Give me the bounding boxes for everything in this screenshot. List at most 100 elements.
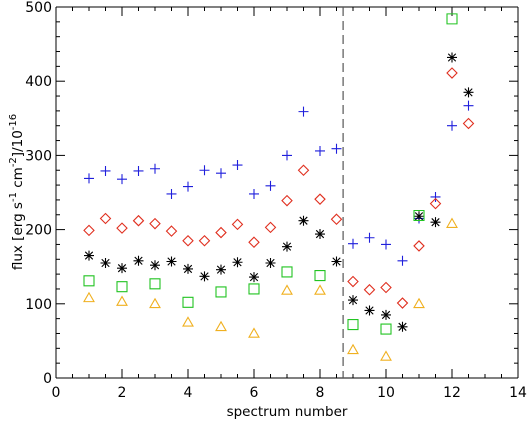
data-point-plus bbox=[249, 188, 259, 199]
data-point-square bbox=[149, 278, 161, 290]
axis-ticks bbox=[55, 6, 519, 379]
data-point-asterisk bbox=[100, 257, 111, 268]
data-point-plus bbox=[348, 238, 358, 249]
data-point-asterisk bbox=[463, 87, 474, 98]
data-point-triangle bbox=[116, 295, 128, 306]
data-point-square bbox=[116, 281, 128, 293]
data-point-asterisk bbox=[117, 263, 127, 274]
data-point-plus bbox=[298, 106, 309, 117]
data-point-plus bbox=[463, 100, 474, 111]
x-tick-label: 14 bbox=[509, 385, 527, 401]
data-point-asterisk bbox=[414, 211, 424, 222]
data-point-triangle bbox=[347, 343, 359, 355]
data-point-asterisk bbox=[348, 295, 358, 306]
data-point-diamond bbox=[347, 275, 359, 288]
data-point-diamond bbox=[446, 67, 458, 79]
data-point-asterisk bbox=[447, 52, 457, 63]
data-point-asterisk bbox=[232, 257, 243, 268]
data-point-asterisk bbox=[249, 272, 259, 283]
data-point-diamond bbox=[314, 193, 326, 205]
data-point-square bbox=[380, 323, 392, 335]
data-point-diamond bbox=[149, 217, 161, 230]
data-point-square bbox=[83, 275, 95, 287]
data-point-plus bbox=[397, 255, 408, 266]
data-point-diamond bbox=[297, 164, 310, 177]
data-point-plus bbox=[430, 191, 441, 202]
plot-frame bbox=[55, 6, 519, 379]
data-point-triangle bbox=[413, 297, 425, 309]
data-point-square bbox=[347, 319, 359, 331]
data-point-triangle bbox=[215, 320, 227, 332]
data-point-plus bbox=[282, 150, 292, 161]
data-point-plus bbox=[216, 168, 226, 179]
data-point-diamond bbox=[281, 194, 293, 207]
data-point-diamond bbox=[330, 213, 343, 225]
data-point-asterisk bbox=[183, 263, 193, 274]
data-point-asterisk bbox=[199, 271, 210, 282]
data-point-square bbox=[413, 209, 425, 222]
data-point-square bbox=[446, 13, 458, 25]
y-tick-label: 100 bbox=[25, 297, 52, 313]
data-point-triangle bbox=[314, 284, 326, 295]
data-point-triangle bbox=[182, 316, 194, 327]
data-point-diamond bbox=[462, 117, 475, 130]
data-point-diamond bbox=[132, 214, 145, 227]
data-point-plus bbox=[331, 143, 342, 154]
data-point-plus bbox=[381, 239, 391, 250]
x-tick-label: 12 bbox=[443, 385, 461, 401]
axis-tick-labels: 0 2 4 6 8 10 12 14 0 100 200 300 400 500 bbox=[25, 0, 527, 401]
data-point-triangle bbox=[281, 284, 293, 295]
data-point-diamond bbox=[231, 218, 244, 231]
data-point-diamond bbox=[363, 283, 376, 296]
data-point-plus bbox=[166, 188, 177, 199]
data-point-diamond bbox=[83, 224, 95, 237]
y-tick-label: 400 bbox=[25, 74, 52, 90]
y-tick-label: 300 bbox=[25, 148, 52, 164]
data-point-asterisk bbox=[282, 241, 292, 252]
data-point-plus bbox=[150, 163, 160, 174]
data-point-diamond bbox=[429, 197, 442, 210]
x-tick-label: 2 bbox=[118, 385, 127, 401]
data-point-plus bbox=[265, 180, 276, 191]
data-point-diamond bbox=[198, 234, 211, 247]
data-point-asterisk bbox=[381, 309, 391, 320]
data-point-square bbox=[182, 296, 194, 308]
data-point-diamond bbox=[116, 222, 128, 234]
x-axis-label: spectrum number bbox=[227, 404, 348, 420]
data-point-diamond bbox=[182, 234, 194, 247]
data-point-plus bbox=[183, 181, 193, 192]
data-point-asterisk bbox=[133, 255, 144, 266]
data-point-triangle bbox=[83, 291, 95, 303]
data-point-asterisk bbox=[315, 229, 325, 240]
x-tick-label: 8 bbox=[316, 385, 325, 401]
data-point-plus bbox=[232, 160, 243, 171]
data-point-asterisk bbox=[331, 256, 342, 267]
data-point-diamond bbox=[248, 236, 260, 248]
data-point-asterisk bbox=[150, 260, 160, 271]
data-point-asterisk bbox=[166, 256, 177, 267]
data-points bbox=[83, 13, 475, 361]
data-point-diamond bbox=[99, 212, 112, 225]
data-point-plus bbox=[100, 165, 111, 176]
data-point-asterisk bbox=[430, 217, 441, 228]
y-tick-label: 200 bbox=[25, 223, 52, 239]
data-point-square bbox=[314, 270, 326, 282]
x-tick-label: 6 bbox=[250, 385, 259, 401]
data-point-asterisk bbox=[397, 321, 408, 332]
data-point-diamond bbox=[165, 225, 178, 237]
data-point-triangle bbox=[446, 217, 458, 228]
data-point-plus bbox=[364, 232, 375, 243]
y-axis-label: flux [erg s-1 cm-2]/10-16 bbox=[8, 114, 26, 270]
x-tick-label: 10 bbox=[377, 385, 395, 401]
data-point-square bbox=[281, 266, 293, 278]
y-tick-label: 0 bbox=[43, 371, 52, 387]
data-point-plus bbox=[84, 173, 94, 184]
data-point-asterisk bbox=[216, 264, 226, 275]
data-point-diamond bbox=[380, 281, 392, 294]
data-point-diamond bbox=[215, 226, 227, 239]
data-point-square bbox=[248, 283, 260, 295]
data-point-asterisk bbox=[84, 250, 94, 261]
data-point-asterisk bbox=[298, 215, 309, 226]
data-point-triangle bbox=[248, 327, 260, 338]
data-point-diamond bbox=[413, 240, 425, 252]
